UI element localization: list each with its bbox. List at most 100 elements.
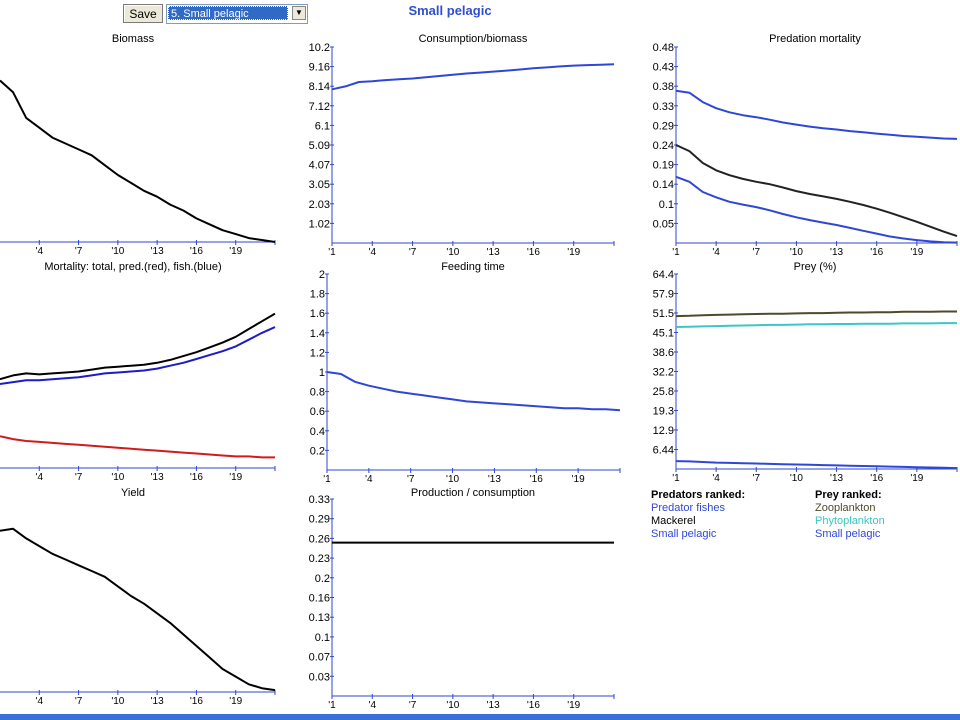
predation_mortality-y-tick-label: 0.14 [653,179,674,191]
yield-x-tick-label: '19 [229,696,242,707]
consumption_biomass-x-tick-label: '4 [369,247,377,258]
production_consumption-x-tick-label: '4 [369,700,377,711]
mortality-series-1 [0,326,276,385]
mortality-series-2 [0,435,275,459]
consumption_biomass-x-tick-label: '16 [527,247,540,258]
production_consumption-y-tick-label: 0.13 [309,612,330,624]
feeding_time-x-tick-label: '10 [446,474,459,485]
production_consumption-x-tick-label: '10 [446,700,459,711]
prey-item: Phytoplankton [815,515,885,527]
feeding_time-y-tick-label: 0.6 [310,406,325,418]
yield-title: Yield [121,487,145,499]
production_consumption-y-tick-label: 0.07 [309,652,330,664]
production_consumption-x-tick-label: '13 [487,700,500,711]
feeding_time-x-tick-label: '19 [572,474,585,485]
consumption_biomass-y-tick-label: 5.09 [309,140,330,152]
production_consumption-x-tick-label: '1 [328,700,336,711]
feeding_time-x-tick-label: '13 [488,474,501,485]
consumption_biomass-y-tick-label: 7.12 [309,101,330,113]
consumption_biomass-y-tick-label: 4.07 [309,160,330,172]
predation_mortality-x-tick-label: '1 [672,247,680,258]
mortality-title: Mortality: total, pred.(red), fish.(blue… [44,261,221,273]
yield-x-tick-label: '10 [111,696,124,707]
group-select[interactable]: 5. Small pelagic ▼ [166,4,308,24]
predation_mortality-title: Predation mortality [769,33,861,45]
predation_mortality-y-tick-label: 0.19 [653,160,674,172]
production_consumption-x-tick-label: '7 [409,700,417,711]
prey-item: Zooplankton [815,502,876,514]
prey_pct-y-tick-label: 12.9 [653,425,674,437]
predation_mortality-x-tick-label: '19 [910,247,923,258]
mortality-x-tick-label: '10 [111,472,124,483]
production_consumption-y-tick-label: 0.29 [309,514,330,526]
production_consumption-y-tick-label: 0.23 [309,553,330,565]
save-button[interactable]: Save [123,4,163,23]
prey_pct-series-2 [675,460,958,470]
predation_mortality-x-tick-label: '10 [790,247,803,258]
predation_mortality-series-1 [675,144,958,238]
feeding_time-y-tick-label: 0.2 [310,445,325,457]
consumption_biomass-y-tick-label: 1.02 [309,218,330,230]
predation_mortality-series-2 [675,175,958,244]
feeding_time-x-tick-label: '7 [407,474,415,485]
predation_mortality-y-tick-label: 0.38 [653,81,674,93]
prey_pct-x-tick-label: '4 [712,473,720,484]
consumption_biomass-y-tick-label: 6.1 [315,120,330,132]
prey_pct-x-tick-label: '10 [790,473,803,484]
predation_mortality-y-tick-label: 0.05 [653,218,674,230]
prey-header: Prey ranked: [815,489,882,501]
production_consumption-x-tick-label: '16 [527,700,540,711]
biomass-title: Biomass [112,33,155,45]
group-select-value: 5. Small pelagic [168,6,288,20]
predation_mortality-series-0 [675,89,958,140]
prey_pct-y-tick-label: 38.6 [653,347,674,359]
prey_pct-y-tick-label: 25.8 [653,386,674,398]
consumption_biomass-x-tick-label: '19 [567,247,580,258]
production_consumption-y-tick-label: 0.26 [309,533,330,545]
production_consumption-y-tick-label: 0.2 [315,573,330,585]
biomass-x-tick-label: '4 [36,246,44,257]
biomass-x-tick-label: '10 [111,246,124,257]
feeding_time-y-tick-label: 1.8 [310,289,325,301]
mortality-x-tick-label: '19 [229,472,242,483]
prey_pct-y-tick-label: 51.5 [653,308,674,320]
mortality-x-tick-label: '16 [190,472,203,483]
predation_mortality-y-tick-label: 0.33 [653,101,674,113]
predation_mortality-x-tick-label: '4 [712,247,720,258]
consumption_biomass-y-tick-label: 9.16 [309,62,330,74]
prey_pct-x-tick-label: '16 [870,473,883,484]
chevron-down-icon[interactable]: ▼ [292,6,306,20]
predation_mortality-x-tick-label: '7 [753,247,761,258]
yield-x-tick-label: '4 [36,696,44,707]
biomass-x-tick-label: '7 [75,246,83,257]
consumption_biomass-title: Consumption/biomass [419,33,528,45]
production_consumption-title: Production / consumption [411,487,535,499]
prey_pct-y-tick-label: 19.3 [653,406,674,418]
prey_pct-x-tick-label: '7 [753,473,761,484]
yield-x-tick-label: '7 [75,696,83,707]
biomass-x-tick-label: '13 [151,246,164,257]
feeding_time-x-tick-label: '16 [530,474,543,485]
predation_mortality-x-tick-label: '16 [870,247,883,258]
predators-legend: Predators ranked: Predator fishes Macker… [651,489,745,541]
predation_mortality-y-tick-label: 0.29 [653,120,674,132]
feeding_time-x-tick-label: '1 [323,474,331,485]
feeding_time-y-tick-label: 1.2 [310,347,325,359]
yield-x-tick-label: '13 [151,696,164,707]
predation_mortality-y-tick-label: 0.43 [653,62,674,74]
predation_mortality-y-tick-label: 0.24 [653,140,674,152]
mortality-x-tick-label: '13 [151,472,164,483]
feeding_time-y-tick-label: 2 [319,269,325,281]
feeding_time-title: Feeding time [441,261,505,273]
predator-item: Predator fishes [651,502,725,514]
biomass-x-tick-label: '16 [190,246,203,257]
production_consumption-y-tick-label: 0.1 [315,632,330,644]
predator-item: Mackerel [651,515,696,527]
yield-series-0 [0,527,276,692]
production_consumption-y-tick-label: 0.33 [309,494,330,506]
mortality-x-tick-label: '7 [75,472,83,483]
predation_mortality-y-tick-label: 0.1 [659,199,674,211]
prey_pct-title: Prey (%) [794,261,837,273]
prey_pct-x-tick-label: '19 [910,473,923,484]
